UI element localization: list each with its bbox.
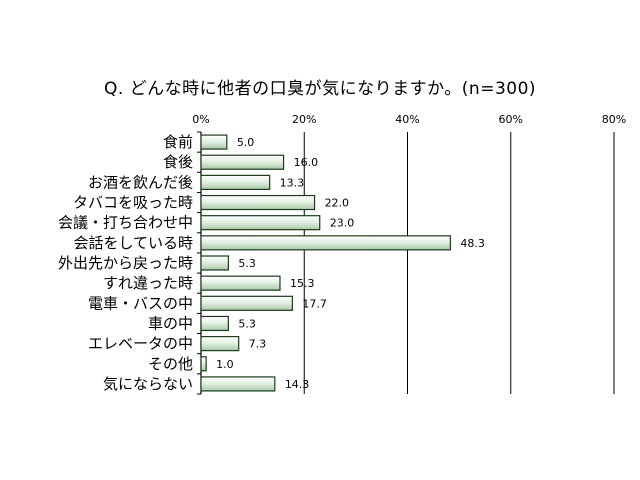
category-label: 車の中: [148, 314, 193, 332]
x-tick-label: 60%: [499, 113, 523, 126]
data-label: 5.3: [238, 257, 256, 270]
category-label: 外出先から戻った時: [58, 254, 193, 272]
bar: [200, 174, 271, 190]
data-label: 23.0: [330, 217, 355, 230]
bar: [200, 154, 285, 170]
x-tick-label: 40%: [395, 113, 419, 126]
chart-title: Q. どんな時に他者の口臭が気になりますか。(n=300): [103, 79, 537, 99]
x-tick-label: 80%: [602, 113, 626, 126]
bar: [200, 336, 240, 352]
category-label: 気にならない: [103, 375, 193, 393]
grid-lines: [303, 132, 615, 394]
bar: [200, 194, 316, 211]
category-label: すれ違った時: [103, 274, 193, 292]
bar: [200, 134, 228, 150]
bar: [200, 275, 281, 291]
data-label: 13.3: [280, 176, 305, 189]
x-tick-label: 20%: [292, 113, 316, 126]
category-label: 食後: [163, 153, 193, 171]
data-label: 15.3: [290, 277, 315, 290]
category-label: タバコを吸った時: [73, 194, 193, 212]
data-label: 1.0: [216, 358, 234, 371]
category-label: 会議・打ち合わせ中: [58, 214, 193, 232]
x-tick-label: 0%: [192, 113, 209, 126]
category-label: 会話をしている時: [73, 234, 193, 252]
bar: [200, 376, 276, 392]
bar: [200, 295, 293, 311]
category-label: お酒を飲んだ後: [88, 173, 193, 191]
category-label: エレベータの中: [88, 335, 193, 353]
category-label: 電車・バスの中: [88, 294, 193, 312]
data-label: 7.3: [249, 338, 267, 351]
category-label: 食前: [163, 133, 193, 151]
data-label: 17.7: [302, 297, 327, 310]
data-label: 14.3: [285, 378, 310, 391]
bar: [200, 215, 321, 231]
bar: [200, 255, 229, 271]
data-label: 48.3: [460, 237, 485, 250]
data-label: 16.0: [294, 156, 319, 169]
category-label: その他: [148, 355, 193, 373]
bar: [200, 235, 451, 251]
data-label: 22.0: [325, 197, 350, 210]
bars: [200, 134, 451, 392]
bar: [200, 315, 229, 332]
bar: [200, 356, 207, 372]
data-label: 5.0: [237, 136, 255, 149]
labels: 0% 20% 40% 60% 80% 食前 5.0 食後 16.0 お酒を飲んだ後 13.3 タバコを…: [58, 113, 626, 393]
data-label: 5.3: [238, 317, 256, 330]
